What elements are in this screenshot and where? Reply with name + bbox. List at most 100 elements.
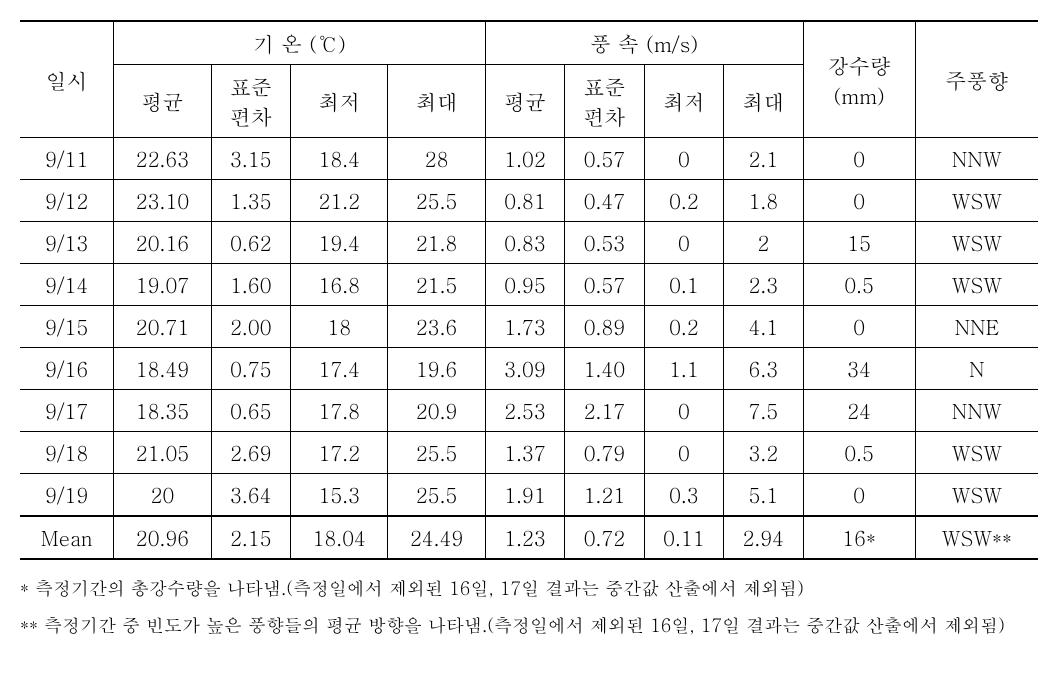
table-cell-precip: 24 — [803, 390, 915, 432]
table-cell-w_min: 0 — [644, 432, 723, 474]
table-cell-dir: WSW — [915, 432, 1038, 474]
table-row: 9/1122.633.1518.4281.020.5702.10NNW — [20, 138, 1038, 180]
table-cell-w_mean: 1.91 — [485, 474, 564, 517]
table-cell-t_std: 1.35 — [211, 180, 290, 222]
table-cell-date: 9/17 — [20, 390, 114, 432]
table-cell-w_mean: 1.73 — [485, 306, 564, 348]
table-cell-w_std: 0.53 — [565, 222, 644, 264]
footnote-1: * 측정기간의 총강수량을 나타냄.(측정일에서 제외된 16일, 17일 결과… — [20, 574, 1038, 605]
header-date: 일시 — [20, 21, 114, 138]
table-row: 9/1320.160.6219.421.80.830.530215WSW — [20, 222, 1038, 264]
table-cell-dir: WSW** — [915, 516, 1038, 559]
table-cell-w_mean: 0.83 — [485, 222, 564, 264]
table-cell-w_std: 0.57 — [565, 138, 644, 180]
header-temp-std: 표준편차 — [211, 65, 290, 138]
footnotes: * 측정기간의 총강수량을 나타냄.(측정일에서 제외된 16일, 17일 결과… — [20, 574, 1038, 641]
table-cell-w_min: 0.2 — [644, 180, 723, 222]
table-cell-t_max: 25.5 — [388, 432, 485, 474]
table-cell-w_max: 3.2 — [724, 432, 803, 474]
header-temp-min: 최저 — [291, 65, 388, 138]
table-cell-date: Mean — [20, 516, 114, 559]
header-wstd-line1: 표준 — [583, 71, 625, 101]
table-cell-w_max: 6.3 — [724, 348, 803, 390]
table-cell-t_mean: 18.35 — [114, 390, 211, 432]
table-cell-t_min: 18 — [291, 306, 388, 348]
table-cell-date: 9/14 — [20, 264, 114, 306]
table-cell-w_min: 1.1 — [644, 348, 723, 390]
table-cell-t_min: 17.2 — [291, 432, 388, 474]
table-cell-t_max: 24.49 — [388, 516, 485, 559]
table-cell-w_std: 0.89 — [565, 306, 644, 348]
table-row: 9/1718.350.6517.820.92.532.1707.524NNW — [20, 390, 1038, 432]
table-cell-w_mean: 1.23 — [485, 516, 564, 559]
header-wind-dir: 주풍향 — [915, 21, 1038, 138]
table-cell-t_std: 2.69 — [211, 432, 290, 474]
table-row: 9/1419.071.6016.821.50.950.570.12.30.5WS… — [20, 264, 1038, 306]
table-cell-date: 9/13 — [20, 222, 114, 264]
header-std-line1: 표준 — [230, 71, 272, 101]
table-cell-dir: NNE — [915, 306, 1038, 348]
header-wind-max: 최대 — [724, 65, 803, 138]
header-wind-min: 최저 — [644, 65, 723, 138]
weather-data-table: 일시 기 온 (℃) 풍 속 (m/s) 강수량 (mm) 주풍향 평균 표준편… — [20, 20, 1038, 560]
table-cell-t_min: 15.3 — [291, 474, 388, 517]
header-wind-group: 풍 속 (m/s) — [485, 21, 803, 65]
table-cell-t_std: 0.75 — [211, 348, 290, 390]
table-cell-w_std: 0.57 — [565, 264, 644, 306]
table-cell-date: 9/15 — [20, 306, 114, 348]
table-cell-precip: 15 — [803, 222, 915, 264]
table-cell-w_max: 2.94 — [724, 516, 803, 559]
table-cell-t_max: 20.9 — [388, 390, 485, 432]
table-cell-w_min: 0.11 — [644, 516, 723, 559]
table-cell-w_mean: 2.53 — [485, 390, 564, 432]
table-cell-precip: 0 — [803, 138, 915, 180]
table-cell-w_max: 4.1 — [724, 306, 803, 348]
table-cell-t_mean: 20.16 — [114, 222, 211, 264]
table-cell-t_max: 25.5 — [388, 474, 485, 517]
table-cell-w_min: 0.2 — [644, 306, 723, 348]
table-cell-dir: NNW — [915, 390, 1038, 432]
table-cell-t_std: 1.60 — [211, 264, 290, 306]
table-cell-w_min: 0 — [644, 390, 723, 432]
table-cell-w_std: 0.47 — [565, 180, 644, 222]
footnote-2: ** 측정기간 중 빈도가 높은 풍향들의 평균 방향을 나타냄.(측정일에서 … — [20, 611, 1038, 642]
table-cell-w_mean: 3.09 — [485, 348, 564, 390]
table-cell-w_std: 1.21 — [565, 474, 644, 517]
table-cell-w_mean: 0.81 — [485, 180, 564, 222]
table-cell-date: 9/11 — [20, 138, 114, 180]
table-cell-w_max: 1.8 — [724, 180, 803, 222]
table-cell-w_max: 5.1 — [724, 474, 803, 517]
table-row: 9/1520.712.001823.61.730.890.24.10NNE — [20, 306, 1038, 348]
table-cell-t_min: 17.8 — [291, 390, 388, 432]
table-cell-w_mean: 0.95 — [485, 264, 564, 306]
table-cell-date: 9/12 — [20, 180, 114, 222]
table-cell-t_min: 21.2 — [291, 180, 388, 222]
table-cell-date: 9/16 — [20, 348, 114, 390]
table-cell-t_mean: 20 — [114, 474, 211, 517]
table-cell-t_min: 19.4 — [291, 222, 388, 264]
table-cell-date: 9/19 — [20, 474, 114, 517]
table-cell-w_max: 2.3 — [724, 264, 803, 306]
table-cell-t_min: 17.4 — [291, 348, 388, 390]
table-cell-w_std: 2.17 — [565, 390, 644, 432]
table-cell-t_std: 0.62 — [211, 222, 290, 264]
table-cell-t_min: 18.04 — [291, 516, 388, 559]
header-precip-label: 강수량 — [828, 50, 891, 80]
table-cell-w_std: 1.40 — [565, 348, 644, 390]
table-cell-dir: WSW — [915, 222, 1038, 264]
table-cell-w_max: 2.1 — [724, 138, 803, 180]
table-cell-dir: NNW — [915, 138, 1038, 180]
header-wind-std: 표준편차 — [565, 65, 644, 138]
header-wstd-line2: 편차 — [583, 101, 625, 131]
table-cell-precip: 0 — [803, 306, 915, 348]
table-cell-w_max: 2 — [724, 222, 803, 264]
table-cell-t_mean: 21.05 — [114, 432, 211, 474]
table-cell-w_mean: 1.02 — [485, 138, 564, 180]
table-cell-t_max: 21.5 — [388, 264, 485, 306]
table-cell-t_std: 3.15 — [211, 138, 290, 180]
table-cell-t_max: 19.6 — [388, 348, 485, 390]
header-temp-group: 기 온 (℃) — [114, 21, 486, 65]
table-cell-w_std: 0.79 — [565, 432, 644, 474]
table-cell-t_min: 18.4 — [291, 138, 388, 180]
table-cell-precip: 0.5 — [803, 432, 915, 474]
